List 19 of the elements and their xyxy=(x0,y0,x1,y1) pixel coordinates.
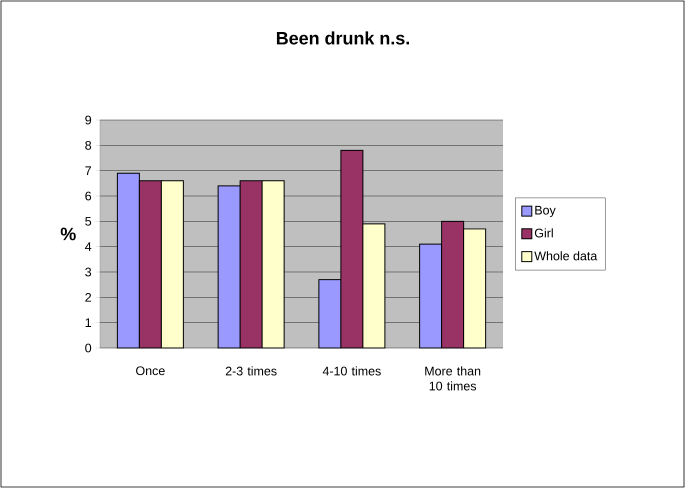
y-tick-label: 1 xyxy=(86,318,92,327)
x-tick-label: 4-10 times xyxy=(322,366,381,376)
y-tick-label: 7 xyxy=(85,166,92,175)
y-tick-label: 8 xyxy=(85,140,92,150)
y-tick-label: 3 xyxy=(85,268,92,276)
y-axis-title: % xyxy=(60,228,76,240)
y-tick-label: 5 xyxy=(85,216,92,226)
x-tick-label: 2-3 times xyxy=(226,366,277,376)
legend-label: Boy xyxy=(535,206,556,218)
chart-title: Been drunk n.s. xyxy=(276,31,410,45)
y-tick-label: 4 xyxy=(85,242,92,251)
y-tick-label: 2 xyxy=(85,292,92,302)
y-tick-label: 0 xyxy=(85,344,92,352)
y-tick-label: 9 xyxy=(85,116,92,124)
legend-label: Whole data xyxy=(534,251,598,260)
legend-label: Girl xyxy=(534,228,553,238)
x-tick-label: More than 10 times xyxy=(425,366,480,390)
x-tick-label: Once xyxy=(136,366,165,376)
y-tick-label: 6 xyxy=(85,192,92,200)
